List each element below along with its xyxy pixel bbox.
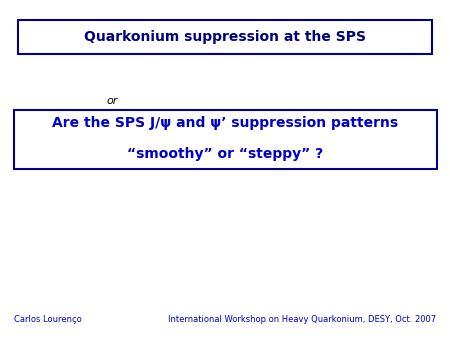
Text: Are the SPS J/ψ and ψ’ suppression patterns: Are the SPS J/ψ and ψ’ suppression patte…	[52, 116, 398, 130]
Text: Carlos Lourenço: Carlos Lourenço	[14, 315, 81, 324]
Text: International Workshop on Heavy Quarkonium, DESY, Oct. 2007: International Workshop on Heavy Quarkoni…	[168, 315, 436, 324]
FancyBboxPatch shape	[18, 20, 432, 54]
Text: “smoothy” or “steppy” ?: “smoothy” or “steppy” ?	[127, 147, 323, 161]
FancyBboxPatch shape	[14, 110, 436, 169]
Text: or: or	[107, 96, 118, 106]
Text: Quarkonium suppression at the SPS: Quarkonium suppression at the SPS	[84, 29, 366, 44]
